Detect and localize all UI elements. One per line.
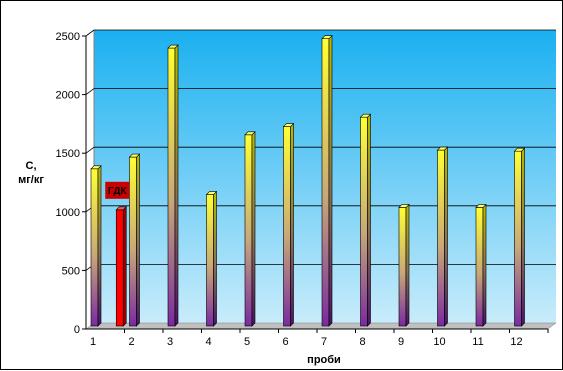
bar-9-side: [405, 203, 410, 327]
x-tick-labels: 1 2 3 4 5 6 7 8 9 10 11 12: [90, 336, 523, 348]
bar-8-top: [359, 113, 372, 118]
bar-4-top: [205, 191, 218, 195]
x-axis-label: проби: [307, 354, 341, 366]
x-tick-label: 5: [244, 336, 250, 348]
bar-4-front: [206, 194, 214, 327]
bar-3-top: [167, 44, 179, 49]
bar-8-side: [367, 113, 371, 327]
bar-3-front: [167, 47, 176, 327]
bar-3-side: [174, 44, 179, 327]
gridline-side: [85, 88, 95, 95]
bar-6-side: [290, 122, 294, 327]
bar-1-top: [90, 165, 102, 170]
bar-12-front: [514, 150, 522, 327]
y-tick-label: 2000: [56, 90, 80, 102]
bar-2-front: [129, 156, 137, 327]
y-tick-label: 0: [74, 324, 80, 336]
bar-2: [128, 153, 141, 327]
reference-label: ГДК: [108, 186, 128, 197]
bar-9-top: [398, 204, 410, 208]
x-tick-label: 4: [205, 336, 211, 348]
bar-4: [205, 190, 218, 327]
bar-10-side: [444, 146, 448, 327]
y-axis-label-line2: мг/кг: [18, 174, 44, 186]
bar-6-front: [283, 126, 291, 327]
x-tick-label: 10: [433, 336, 445, 348]
y-tick-label: 500: [62, 265, 80, 277]
bar-11-front: [475, 207, 484, 327]
bar-3: [167, 44, 179, 327]
bar-7-top: [321, 35, 333, 39]
reference-bar-group: ГДК: [105, 181, 130, 327]
bar-6: [282, 122, 295, 327]
gridline-side: [85, 29, 95, 37]
bar-5-side: [251, 131, 256, 327]
y-tick-label: 1000: [56, 207, 80, 219]
bar-5: [244, 131, 256, 327]
bar-2-top: [128, 153, 141, 158]
bar-5-top: [244, 131, 256, 136]
bar-12-side: [521, 147, 525, 327]
bar-10-top: [436, 146, 449, 151]
reference-bar-front: [115, 209, 124, 327]
bar-11: [475, 203, 487, 327]
x-tick-label: 8: [359, 336, 365, 348]
gridline-side: [85, 146, 95, 154]
bars: [90, 34, 526, 327]
bar-11-side: [482, 203, 487, 327]
bar-1: [90, 165, 102, 327]
bar-9: [398, 203, 410, 327]
x-tick-label: 1: [90, 336, 96, 348]
bar-4-side: [213, 190, 217, 327]
bar-2-side: [136, 153, 140, 327]
x-tick-label: 12: [510, 336, 522, 348]
reference-label-box: [105, 181, 130, 199]
bar-7-side: [328, 34, 333, 327]
bar-10-front: [437, 149, 445, 327]
y-tick-label: 2500: [56, 31, 80, 43]
reference-bar-side: [122, 206, 127, 327]
bar-1-front: [90, 168, 99, 327]
y-axis-label-line1: С,: [26, 160, 37, 172]
bar-7: [321, 34, 333, 327]
bar-6-top: [282, 123, 295, 127]
y-tick-labels: 0 500 1000 1500 2000 2500: [56, 31, 80, 336]
bar-11-top: [475, 204, 487, 208]
reference-bar-top: [115, 206, 127, 211]
bar-1-side: [97, 165, 102, 327]
x-tick-label: 11: [472, 336, 483, 348]
y-tick-label: 1500: [56, 148, 80, 160]
bar-12: [513, 147, 526, 327]
bar-9-front: [398, 207, 407, 327]
bar-12-top: [513, 147, 526, 152]
bar-10: [436, 146, 449, 327]
bar-7-front: [321, 38, 330, 327]
x-tick-label: 9: [398, 336, 404, 348]
bar-8: [359, 113, 372, 327]
bar-5-front: [244, 134, 253, 327]
x-tick-label: 7: [321, 336, 327, 348]
bar-8-front: [360, 116, 368, 327]
x-tick-label: 6: [282, 336, 288, 348]
x-tick-label: 3: [167, 336, 173, 348]
x-tick-label: 2: [128, 336, 134, 348]
axes: [82, 35, 549, 333]
